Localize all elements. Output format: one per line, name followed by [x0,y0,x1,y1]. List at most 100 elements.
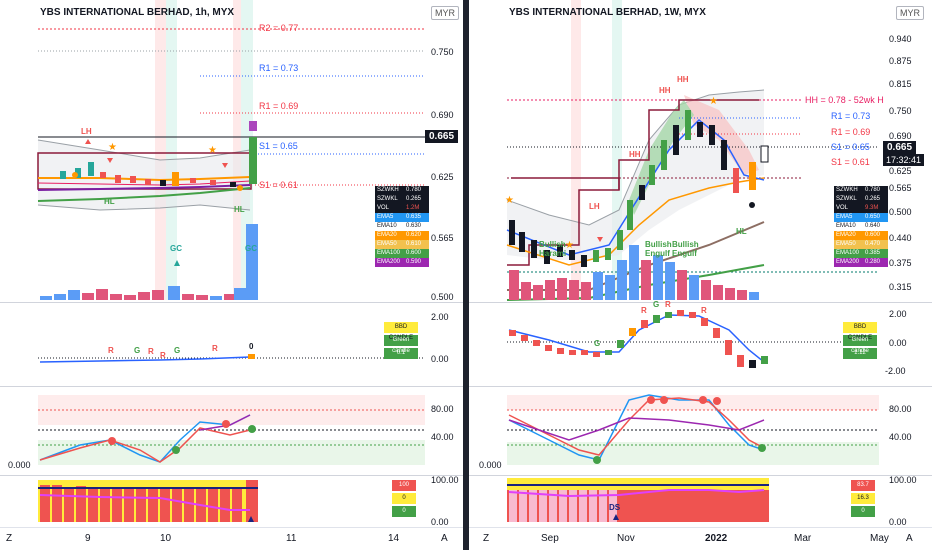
zoom-reset-button[interactable]: Z [6,533,13,544]
level-label: HH = 0.78 - 52wk H [805,95,884,105]
legend-key: EMA100 [834,249,863,258]
legend-value: 0.780 [863,186,888,195]
svg-text:★: ★ [208,145,217,156]
price-axis-label: 0.690 [431,110,454,120]
legend-key: EMA5 [834,213,863,222]
svg-text:★: ★ [108,142,117,153]
right-chart-canvas[interactable]: ★ ★ ★ [469,0,932,550]
legend-value: 0.590 [404,258,429,267]
candle-signal: R [701,306,707,315]
legend-key: SZWKL [834,195,863,204]
pane-separator[interactable] [0,386,463,387]
price-axis-label: 0.940 [889,34,912,44]
chart-title: YBS INTERNATIONAL BERHAD, 1h, MYX [40,7,235,18]
legend-row: SZWKH 0.780 [834,186,888,195]
legend-row: EMA100 0.600 [375,249,429,258]
strength-box: 100 0 0 [392,480,416,519]
strength-value: 16.3 [851,493,875,504]
legend-row: EMA100 0.385 [834,249,888,258]
price-axis-label: 0.565 [431,233,454,243]
currency-button[interactable]: MYR [896,6,924,20]
candle-signal: G [653,300,660,309]
osc-axis-label: 100.00 [431,475,459,485]
price-axis-label: 0.500 [889,207,912,217]
level-label: S1 = 0.61 [259,180,298,190]
left-chart-pane[interactable]: ★ ★ [0,0,463,550]
legend-row: EMA200 0.590 [375,258,429,267]
legend-value: 0.470 [863,240,888,249]
pane-separator[interactable] [469,386,932,387]
indicator-legend: SZWKH 0.780 SZWKL 0.265 VOL 1.2M EMA5 0.635 … [375,186,429,267]
legend-value: 0.780 [404,186,429,195]
time-axis-label: 9 [85,533,91,544]
time-axis-label: Nov [617,533,635,544]
price-axis-label: 0.315 [889,282,912,292]
currency-button[interactable]: MYR [431,6,459,20]
legend-key: EMA50 [375,240,404,249]
candle-signal: G [594,339,601,348]
legend-key: EMA200 [375,258,404,267]
time-axis-label: Sep [541,533,559,544]
osc-axis-label: 80.00 [889,404,912,414]
legend-row: EMA20 0.600 [834,231,888,240]
time-axis-label: Mar [794,533,812,544]
time-axis[interactable]: Z Sep Nov 2022 Mar May A [469,527,932,550]
right-chart-pane[interactable]: ★ ★ ★ [469,0,932,550]
pane-separator[interactable] [0,302,463,303]
legend-row: EMA200 0.280 [834,258,888,267]
auto-scale-button[interactable]: A [906,533,913,544]
legend-key: EMA10 [834,222,863,231]
signal-label: GC [170,244,182,253]
level-label: R2 = 0.77 [259,23,299,33]
legend-row: VOL 1.2M [375,204,429,213]
candle-signal: R [160,351,166,360]
zoom-reset-button[interactable]: Z [483,533,490,544]
signal-label: HL [234,205,245,214]
osc-floor-label: 0.000 [479,460,502,470]
time-axis-label: 14 [388,533,400,544]
candle-info-title: BBD CANDLE [843,322,877,341]
left-chart-canvas[interactable]: ★ ★ [0,0,463,550]
auto-scale-button[interactable]: A [441,533,448,544]
price-axis-label: 0.750 [889,106,912,116]
pane-separator[interactable] [469,302,932,303]
bar-countdown-timer: 17:32:41 [883,154,925,166]
osc-axis-label: 0.00 [889,517,907,527]
legend-row: EMA20 0.620 [375,231,429,240]
price-axis-label: 0.875 [889,56,912,66]
legend-row: EMA5 0.650 [834,213,888,222]
legend-row: SZWKH 0.780 [375,186,429,195]
chart-title: YBS INTERNATIONAL BERHAD, 1W, MYX [509,7,706,18]
candle-signal: G [174,346,181,355]
level-label: R1 = 0.73 [259,63,299,73]
level-label: S1 = 0.65 [831,142,870,152]
current-price-tag: 0.665 [883,141,917,154]
signal-label: HH [629,150,641,159]
strength-box: 83.7 16.3 0 [851,480,875,519]
pane-separator[interactable] [0,475,463,476]
candle-info-box: BBD CANDLE Green candle 1.12 [843,322,877,361]
legend-value: 0.650 [863,213,888,222]
candle-info-title: BBD CANDLE [384,322,418,341]
legend-key: VOL [834,204,863,213]
legend-value: 0.620 [404,231,429,240]
time-axis[interactable]: Z 9 10 11 14 A [0,527,463,550]
pattern-label: Bullish Engulf [672,240,699,258]
pane-separator[interactable] [469,475,932,476]
pane-divider[interactable] [463,0,469,550]
legend-row: EMA50 0.470 [834,240,888,249]
legend-row: SZWKL 0.265 [375,195,429,204]
osc-axis-label: 2.00 [431,312,449,322]
time-axis-label: 2022 [705,533,728,544]
candle-signal: R [212,344,218,353]
signal-label: HL [736,227,747,236]
indicator-legend: SZWKH 0.780 SZWKL 0.265 VOL 9.3M EMA5 0.650 … [834,186,888,267]
legend-value: 0.600 [404,249,429,258]
legend-value: 0.265 [863,195,888,204]
candle-info-value: 0.1 [384,348,418,359]
price-axis-label: 0.625 [431,172,454,182]
osc-axis-label: 80.00 [431,404,454,414]
osc-axis-label: 40.00 [889,432,912,442]
level-label: R1 = 0.73 [831,111,871,121]
legend-row: EMA5 0.635 [375,213,429,222]
